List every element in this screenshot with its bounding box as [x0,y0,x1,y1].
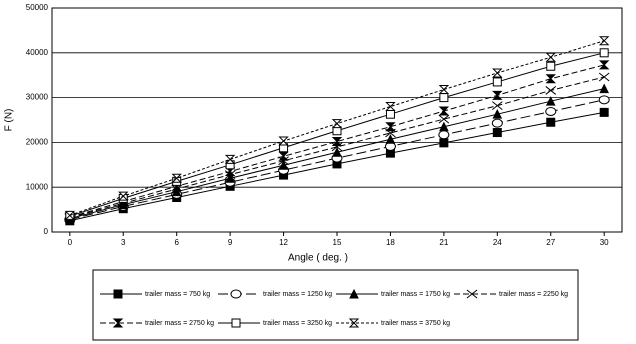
marker [349,288,359,299]
marker [171,186,182,197]
legend-item: trailer mass = 2250 kg [454,289,568,299]
y-axis-label: F (N) [4,109,15,132]
marker [545,86,557,95]
marker [545,96,556,106]
legend-label: trailer mass = 2250 kg [499,291,568,298]
marker [438,85,450,95]
legend-label: trailer mass = 3750 kg [381,320,450,327]
marker [332,147,342,157]
x-tick-label: 18 [386,238,395,247]
marker [492,128,502,138]
marker [598,72,610,82]
marker [492,101,503,111]
legend-label: trailer mass = 1250 kg [263,291,332,298]
y-tick-label: 50000 [26,3,49,12]
marker [439,138,449,148]
y-tick-label: 40000 [26,48,49,57]
marker [599,83,609,94]
x-tick-label: 9 [228,238,233,247]
legend-item: trailer mass = 750 kg [100,289,210,299]
marker [466,289,478,299]
marker [385,134,396,144]
marker [492,109,503,119]
marker [438,114,450,124]
legend-label: trailer mass = 3250 kg [263,320,332,327]
x-tick-label: 21 [439,238,448,247]
marker [230,289,242,299]
marker [278,136,289,146]
marker [225,173,235,183]
marker [278,151,289,161]
x-tick-label: 27 [546,238,555,247]
legend-item: trailer mass = 3750 kg [336,318,450,328]
y-tick-label: 20000 [26,138,49,147]
marker [438,130,450,140]
marker [492,68,503,78]
marker [438,106,450,116]
x-tick-label: 0 [68,238,73,247]
marker [546,61,556,71]
marker [224,154,236,164]
x-tick-label: 12 [279,238,288,247]
marker [545,52,556,62]
marker [598,36,610,46]
marker [64,210,76,220]
marker [492,77,502,87]
marker [546,117,556,127]
legend-item: trailer mass = 1250 kg [218,289,332,299]
legend-label: trailer mass = 2750 kg [145,320,214,327]
x-tick-label: 30 [600,238,609,247]
marker [599,107,609,117]
legend-label: trailer mass = 750 kg [145,291,210,298]
marker [385,102,396,112]
marker [112,318,124,328]
marker [385,122,396,132]
marker [439,121,449,132]
marker [598,95,610,105]
legend-item: trailer mass = 2750 kg [100,318,214,328]
marker [439,93,449,103]
marker [171,173,182,183]
marker [231,318,241,328]
legend [92,269,579,341]
y-tick-label: 10000 [26,182,49,191]
marker [331,119,343,129]
marker [598,60,610,70]
y-tick-label: 30000 [26,93,49,102]
marker [385,109,395,119]
marker [118,191,129,201]
marker [545,106,557,116]
marker [492,90,503,100]
legend-label: trailer mass = 1750 kg [381,291,450,298]
marker [278,160,289,170]
marker [113,289,123,299]
marker [348,318,360,328]
x-tick-label: 24 [493,238,502,247]
legend-item: trailer mass = 1750 kg [336,288,450,299]
marker [491,118,503,128]
y-tick-label: 0 [44,227,49,236]
marker [331,137,343,147]
x-tick-label: 15 [333,238,342,247]
marker [545,74,556,84]
x-tick-label: 6 [174,238,179,247]
legend-item: trailer mass = 3250 kg [218,318,332,328]
marker [599,48,609,58]
series-line [69,76,605,219]
x-tick-label: 3 [121,238,126,247]
x-axis-label: Angle ( deg. ) [288,253,348,264]
series-line [69,64,605,218]
